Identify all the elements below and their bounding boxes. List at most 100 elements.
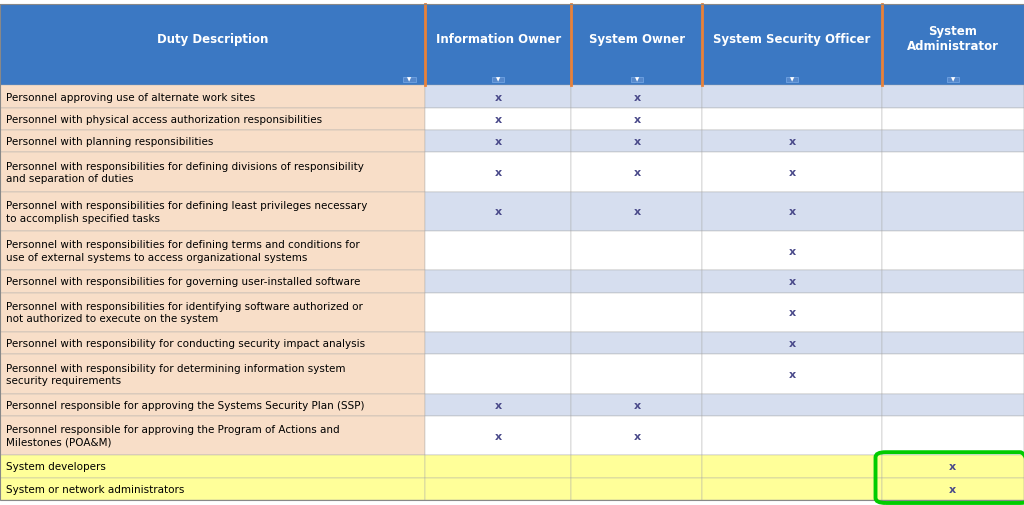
FancyBboxPatch shape [492,78,504,83]
Text: x: x [788,277,796,287]
Text: ▼: ▼ [496,77,501,82]
Text: Personnel with planning responsibilities: Personnel with planning responsibilities [6,137,214,147]
Bar [882,394,1024,416]
Bar [882,192,1024,231]
Bar [571,131,702,153]
Bar [882,355,1024,394]
Bar [425,293,571,332]
Bar [882,271,1024,293]
Text: x: x [495,168,502,178]
Text: x: x [788,369,796,379]
Text: Personnel responsible for approving the Program of Actions and
Milestones (POA&M: Personnel responsible for approving the … [6,425,340,447]
Bar [0,109,425,131]
Text: x: x [495,431,502,441]
Bar [702,293,882,332]
Bar [702,355,882,394]
Text: x: x [495,92,502,103]
Bar [0,86,425,109]
Bar [0,131,425,153]
Bar [702,231,882,271]
Bar [702,109,882,131]
Text: Personnel with responsibilities for identifying software authorized or
not autho: Personnel with responsibilities for iden… [6,301,364,324]
Bar [702,416,882,456]
Text: x: x [788,246,796,256]
Bar [882,416,1024,456]
Bar [702,5,882,86]
Bar [425,153,571,192]
Text: x: x [495,400,502,410]
Bar [425,478,571,500]
Bar [882,293,1024,332]
Bar [425,416,571,456]
Text: System developers: System developers [6,462,106,472]
Bar [571,86,702,109]
Bar [571,394,702,416]
Bar [0,271,425,293]
Bar [0,456,425,478]
Text: System Security Officer: System Security Officer [714,33,870,45]
Bar [702,332,882,355]
Bar [425,355,571,394]
Bar [702,192,882,231]
Text: x: x [634,207,640,217]
Bar [425,109,571,131]
Bar [702,131,882,153]
Bar [882,109,1024,131]
Text: Personnel responsible for approving the Systems Security Plan (SSP): Personnel responsible for approving the … [6,400,365,410]
Text: x: x [949,484,956,494]
Bar [882,86,1024,109]
Bar [425,5,571,86]
Bar [425,192,571,231]
Bar [571,231,702,271]
Text: ▼: ▼ [790,77,795,82]
Bar [702,153,882,192]
Text: ▼: ▼ [408,77,412,82]
Text: Personnel with responsibilities for governing user-installed software: Personnel with responsibilities for gove… [6,277,360,287]
Bar [882,153,1024,192]
Bar [882,456,1024,478]
Text: x: x [788,338,796,348]
Bar [425,394,571,416]
Text: x: x [949,462,956,472]
Text: Information Owner: Information Owner [435,33,561,45]
Bar [571,5,702,86]
Bar [0,416,425,456]
Text: ▼: ▼ [950,77,955,82]
Bar [702,271,882,293]
Bar [425,271,571,293]
Text: x: x [788,137,796,147]
Bar [882,5,1024,86]
Text: x: x [634,115,640,125]
Text: Duty Description: Duty Description [157,33,268,45]
Bar [571,416,702,456]
Bar [425,231,571,271]
Text: x: x [634,168,640,178]
Bar [571,192,702,231]
Text: x: x [634,92,640,103]
Text: x: x [788,168,796,178]
Bar [571,355,702,394]
Bar [425,456,571,478]
Bar [425,332,571,355]
Text: System
Administrator: System Administrator [907,25,998,53]
Bar [425,131,571,153]
Text: x: x [495,115,502,125]
Text: Personnel with physical access authorization responsibilities: Personnel with physical access authoriza… [6,115,323,125]
Bar [882,332,1024,355]
Bar [0,478,425,500]
FancyBboxPatch shape [946,78,958,83]
Text: System or network administrators: System or network administrators [6,484,184,494]
Text: Personnel with responsibility for determining information system
security requir: Personnel with responsibility for determ… [6,363,346,385]
Bar [702,456,882,478]
Bar [0,231,425,271]
Bar [0,192,425,231]
Bar [0,355,425,394]
Bar [425,86,571,109]
Bar [702,86,882,109]
Text: Personnel with responsibility for conducting security impact analysis: Personnel with responsibility for conduc… [6,338,366,348]
Text: x: x [788,207,796,217]
Text: x: x [634,431,640,441]
FancyBboxPatch shape [786,78,799,83]
FancyBboxPatch shape [403,78,416,83]
FancyBboxPatch shape [631,78,643,83]
